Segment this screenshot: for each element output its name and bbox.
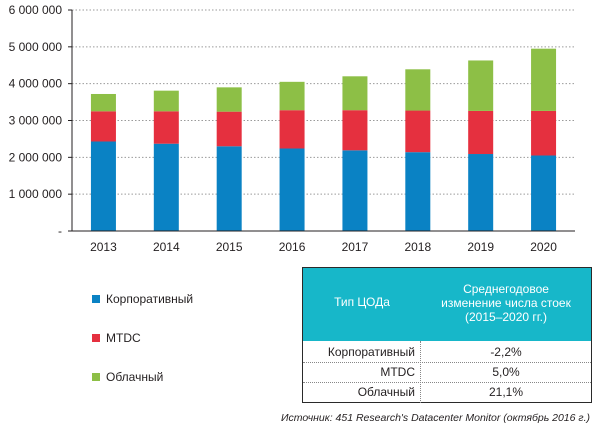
bar-mtdc-2013: [90, 111, 116, 142]
bar-cloud-2013: [90, 93, 116, 112]
legend-swatch-corporate: [92, 294, 100, 303]
bar-cloud-2020: [531, 48, 557, 111]
bar-mtdc-2019: [468, 110, 494, 155]
legend-label-cloud: Облачный: [106, 370, 164, 384]
bar-cloud-2016: [279, 81, 305, 111]
row-value: -2,2%: [490, 345, 522, 359]
legend-swatch-cloud: [92, 372, 100, 381]
table-row-corporate: Корпоративный -2,2%: [303, 342, 591, 363]
row-type: Корпоративный: [327, 345, 415, 359]
bars: [90, 48, 557, 231]
header-growth-line2: изменение числа стоек: [441, 296, 571, 310]
y-tick-label: -: [58, 224, 62, 238]
legend-item-corporate: Корпоративный: [92, 292, 193, 306]
y-tick-label: 3 000 000: [9, 114, 63, 128]
bar-corporate-2018: [405, 152, 431, 231]
bar-corporate-2013: [90, 141, 116, 231]
x-tick-label: 2016: [279, 240, 306, 254]
bar-mtdc-2020: [531, 110, 557, 156]
row-value: 21,1%: [488, 385, 524, 399]
row-type: MTDC: [380, 365, 415, 379]
bar-corporate-2020: [531, 155, 557, 231]
row-value: 5,0%: [492, 365, 520, 379]
x-tick-label: 2020: [530, 240, 557, 254]
y-tick-label: 4 000 000: [9, 77, 63, 91]
bar-cloud-2019: [468, 60, 494, 111]
table-row-mtdc: MTDC 5,0%: [303, 362, 591, 383]
bar-mtdc-2016: [279, 110, 305, 149]
bar-mtdc-2018: [405, 110, 431, 153]
bar-cloud-2017: [342, 76, 368, 111]
y-tick-label: 5 000 000: [9, 40, 63, 54]
y-axis: - 1 000 000 2 000 000 3 000 000 4 000 000 5 0…: [9, 3, 73, 238]
legend-item-mtdc: MTDC: [92, 331, 141, 345]
bar-cloud-2015: [216, 87, 242, 112]
column-divider: [420, 341, 421, 403]
x-tick-label: 2013: [90, 240, 117, 254]
table-header: Тип ЦОДа Среднегодовое изменение числа с…: [303, 268, 591, 341]
stacked-bar-chart: - 1 000 000 2 000 000 3 000 000 4 000 000 5 0…: [9, 3, 575, 254]
header-growth: Среднегодовое изменение числа стоек (201…: [421, 282, 591, 324]
header-growth-line1: Среднегодовое: [463, 282, 549, 296]
row-type: Облачный: [357, 385, 415, 399]
bar-corporate-2017: [342, 150, 368, 231]
y-tick-label: 2 000 000: [9, 150, 63, 164]
x-tick-label: 2015: [216, 240, 243, 254]
table-row-cloud: Облачный 21,1%: [303, 382, 591, 402]
bar-cloud-2018: [405, 69, 431, 111]
bar-mtdc-2014: [153, 111, 179, 144]
bar-corporate-2014: [153, 143, 179, 231]
x-tick-label: 2014: [153, 240, 180, 254]
bar-cloud-2014: [153, 90, 179, 112]
source-caption: Источник: 451 Research's Datacenter Moni…: [280, 412, 590, 424]
header-dc-type: Тип ЦОДа: [334, 295, 390, 309]
bar-corporate-2019: [468, 154, 494, 231]
y-tick-label: 1 000 000: [9, 187, 63, 201]
x-tick-label: 2017: [342, 240, 369, 254]
x-tick-label: 2018: [404, 240, 431, 254]
x-tick-label: 2019: [467, 240, 494, 254]
header-growth-line3: (2015–2020 гг.): [464, 310, 547, 324]
growth-rate-table: Тип ЦОДа Среднегодовое изменение числа с…: [302, 267, 592, 403]
bar-corporate-2016: [279, 148, 305, 231]
bar-mtdc-2017: [342, 110, 368, 151]
legend-label-corporate: Корпоративный: [106, 292, 194, 306]
legend-swatch-mtdc: [92, 333, 100, 342]
legend-label-mtdc: MTDC: [106, 331, 141, 345]
y-tick-label: 6 000 000: [9, 3, 63, 17]
bar-corporate-2015: [216, 146, 242, 231]
x-axis: 2013 2014 2015 2016 2017 2018 2019 2020: [72, 230, 575, 254]
gridlines: [72, 9, 575, 232]
bar-mtdc-2015: [216, 111, 242, 147]
legend-item-cloud: Облачный: [92, 370, 163, 384]
